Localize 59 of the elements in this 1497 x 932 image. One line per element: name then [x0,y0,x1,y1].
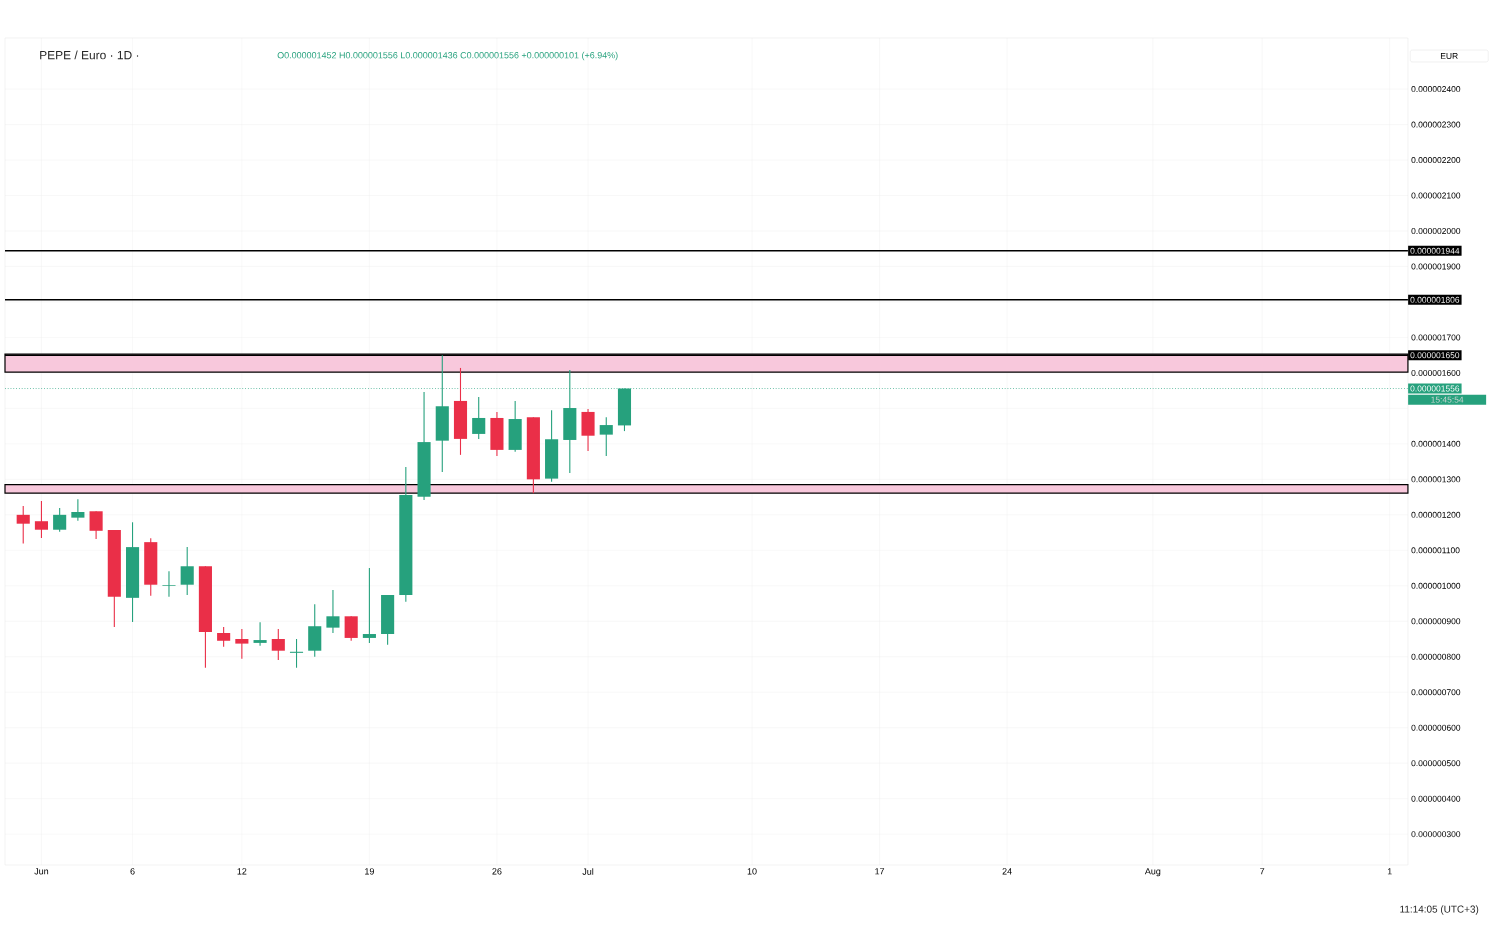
candlestick [362,567,376,644]
candlestick [53,507,67,533]
candlestick [16,505,30,545]
y-tick-label: 0.000000400 [1411,795,1461,802]
candlestick [326,589,340,634]
y-tick-label: 0.000002200 [1411,157,1461,164]
y-tick-label: 0.000000800 [1411,653,1461,660]
y-tick-label: 0.000001600 [1411,369,1461,376]
x-tick-label: 1 [1387,868,1392,875]
y-tick-label: 0.000002000 [1411,228,1461,234]
x-tick-label: Aug [1144,868,1161,877]
candlestick [162,570,176,598]
candlestick [71,498,85,522]
y-tick-label: 0.000000300 [1411,831,1461,838]
x-tick-label: 6 [130,868,135,875]
candlestick [34,500,48,539]
candlestick [180,546,194,596]
ref-line-label: 0.000001944 [1410,247,1460,254]
ref-line-label: 0.000001650 [1410,352,1460,359]
candlestick [344,615,358,642]
y-tick-label: 0.000001900 [1411,263,1461,270]
y-tick-label: 0.000001700 [1411,334,1461,341]
ref-line-label: 0.000001556 [1410,385,1460,392]
candlestick [599,416,613,457]
y-tick-label: 0.000000500 [1411,760,1461,767]
text: O0.000001452 H0.000001556 L0.000001436 C0.000001556 +0.000000101 (+6.94%) [277,51,618,61]
candlestick [271,628,285,661]
y-tick-label: 0.000000600 [1411,724,1461,731]
candlestick [289,638,304,669]
y-tick-label: 0.000002300 [1411,121,1461,128]
candlestick [253,621,267,647]
y-tick-label: 0.000001300 [1411,476,1461,483]
candlestick [581,408,595,452]
ref-line-label: 0.000001806 [1410,296,1460,303]
x-tick-label: 24 [1002,868,1012,875]
y-tick-label: 0.000002100 [1411,192,1461,199]
y-tick-label: 0.000002400 [1411,86,1461,93]
x-tick-label: 12 [237,868,247,875]
candlestick [472,396,486,440]
y-tick-label: 0.000001200 [1411,511,1461,518]
text: 11:14:05 (UTC+3) [1400,905,1479,915]
y-tick-label: 0.000000900 [1411,618,1461,625]
text: EUR [1440,53,1458,59]
candlestick [89,510,103,540]
text: 15:45:54 [1431,396,1464,403]
x-tick-label: Jul [582,868,594,875]
y-tick-label: 0.000000700 [1411,689,1461,696]
y-tick-label: 0.000001400 [1411,440,1461,447]
x-tick-label: 10 [747,868,757,875]
x-tick-label: Jun [34,868,49,875]
candlestick [217,626,231,648]
text: PEPE / Euro · 1D · [40,50,139,60]
x-tick-label: 19 [365,868,374,875]
x-tick-label: 7 [1260,868,1265,875]
x-tick-label: 26 [492,868,502,875]
x-tick-label: 17 [875,868,885,875]
y-tick-label: 0.000001000 [1411,582,1461,589]
candlestick [235,628,249,660]
y-tick-label: 0.000001100 [1411,547,1460,554]
